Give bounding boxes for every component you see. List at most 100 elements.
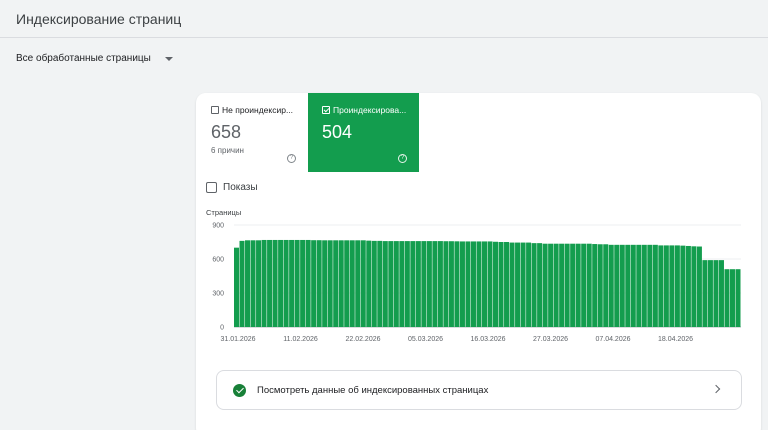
chart-bar[interactable]	[388, 241, 394, 327]
chart-bar[interactable]	[294, 239, 300, 327]
chart-bar[interactable]	[531, 243, 537, 327]
chart-bar[interactable]	[349, 240, 355, 327]
chart-bar[interactable]	[707, 260, 713, 327]
chart-bar[interactable]	[338, 240, 344, 327]
chart-bar[interactable]	[630, 244, 636, 327]
chart-bar[interactable]	[448, 241, 454, 327]
chart-bar[interactable]	[625, 244, 631, 327]
chart-bar[interactable]	[454, 241, 460, 327]
chart-bar[interactable]	[437, 241, 443, 327]
chart-bar[interactable]	[559, 243, 565, 327]
chart-bar[interactable]	[537, 243, 543, 327]
chart-bar[interactable]	[261, 239, 267, 327]
chart-bar[interactable]	[239, 240, 245, 327]
chart-bar[interactable]	[459, 241, 465, 327]
chart-bar[interactable]	[542, 243, 548, 327]
chart-bar[interactable]	[470, 241, 476, 327]
chart-bar[interactable]	[636, 244, 642, 327]
chart-bar[interactable]	[680, 245, 686, 327]
chart-bar[interactable]	[608, 244, 614, 327]
chart-bar[interactable]	[377, 240, 383, 327]
chart-bar[interactable]	[603, 244, 609, 327]
chart-bar[interactable]	[421, 241, 427, 327]
chart-bar[interactable]	[481, 241, 487, 327]
chart-bar[interactable]	[498, 242, 504, 327]
chart-bar[interactable]	[278, 239, 284, 327]
chart-bar[interactable]	[234, 247, 240, 327]
x-tick-label: 07.04.2026	[595, 336, 630, 343]
chart-bar[interactable]	[316, 240, 322, 327]
chart-bar[interactable]	[415, 241, 421, 327]
chart-bar[interactable]	[619, 244, 625, 327]
chart-bar[interactable]	[548, 243, 554, 327]
chart-bar[interactable]	[300, 239, 306, 327]
chart-bar[interactable]	[465, 241, 471, 327]
chart-bar[interactable]	[674, 245, 680, 327]
chart-bar[interactable]	[366, 240, 372, 327]
chart-bar[interactable]	[322, 240, 328, 327]
chart-bar[interactable]	[597, 244, 603, 327]
chart-bar[interactable]	[575, 243, 581, 327]
help-icon[interactable]: ?	[287, 154, 296, 163]
chart-bar[interactable]	[735, 269, 741, 327]
help-icon[interactable]: ?	[398, 154, 407, 163]
view-indexed-pages-link[interactable]: Посмотреть данные об индексированных стр…	[216, 370, 742, 410]
chart-bar[interactable]	[311, 240, 317, 327]
chart-bar[interactable]	[256, 240, 262, 327]
chart-bar[interactable]	[487, 241, 493, 327]
chart-bar[interactable]	[382, 241, 388, 327]
chart-bar[interactable]	[564, 243, 570, 327]
tile-not-indexed[interactable]: Не проиндексир... 658 6 причин ?	[197, 93, 308, 172]
chart-bar[interactable]	[729, 269, 735, 327]
chart-bar[interactable]	[504, 242, 510, 327]
chart-bar[interactable]	[493, 241, 499, 327]
chart-bar[interactable]	[713, 260, 719, 327]
chart-bar[interactable]	[641, 244, 647, 327]
chart-bar[interactable]	[526, 242, 532, 327]
shows-toggle[interactable]: Показы	[206, 182, 258, 193]
chart-bar[interactable]	[410, 241, 416, 327]
chart-bar[interactable]	[267, 239, 273, 327]
chart-bar[interactable]	[724, 269, 730, 327]
chart-bar[interactable]	[515, 242, 521, 327]
chart-bar[interactable]	[685, 245, 691, 327]
chart-bar[interactable]	[344, 240, 350, 327]
chart-bar[interactable]	[586, 243, 592, 327]
chart-bar[interactable]	[371, 240, 377, 327]
chart-bar[interactable]	[355, 240, 361, 327]
chart-bar[interactable]	[327, 240, 333, 327]
chart-bar[interactable]	[509, 242, 515, 327]
chart-bar[interactable]	[691, 246, 697, 327]
chart-bar[interactable]	[581, 243, 587, 327]
chart-bar[interactable]	[250, 240, 256, 327]
chart-bar[interactable]	[652, 244, 658, 327]
chart-bar[interactable]	[658, 245, 664, 327]
chart-bar[interactable]	[476, 241, 482, 327]
chart-bar[interactable]	[718, 260, 724, 327]
chart-bar[interactable]	[614, 244, 620, 327]
chart-bar[interactable]	[283, 239, 289, 327]
chart-bar[interactable]	[443, 241, 449, 327]
chart-bar[interactable]	[702, 260, 708, 327]
chart-bar[interactable]	[592, 244, 598, 327]
chart-bar[interactable]	[333, 240, 339, 327]
chart-bar[interactable]	[305, 239, 311, 327]
chart-bar[interactable]	[570, 243, 576, 327]
chart-bar[interactable]	[432, 241, 438, 327]
chart-bar[interactable]	[393, 241, 399, 327]
tile-indexed[interactable]: Проиндексирова... 504 ?	[308, 93, 419, 172]
chart-bar[interactable]	[399, 241, 405, 327]
pages-filter-dropdown[interactable]: Все обработанные страницы	[16, 53, 173, 64]
chart-bar[interactable]	[360, 240, 366, 327]
chart-bar[interactable]	[245, 240, 251, 327]
chart-bar[interactable]	[289, 239, 295, 327]
chart-bar[interactable]	[272, 239, 278, 327]
chart-bar[interactable]	[426, 241, 432, 327]
chart-bar[interactable]	[669, 245, 675, 327]
chart-bar[interactable]	[647, 244, 653, 327]
chart-bar[interactable]	[404, 241, 410, 327]
chart-bar[interactable]	[520, 242, 526, 327]
chart-bar[interactable]	[696, 246, 702, 327]
chart-bar[interactable]	[553, 243, 559, 327]
chart-bar[interactable]	[663, 245, 669, 327]
